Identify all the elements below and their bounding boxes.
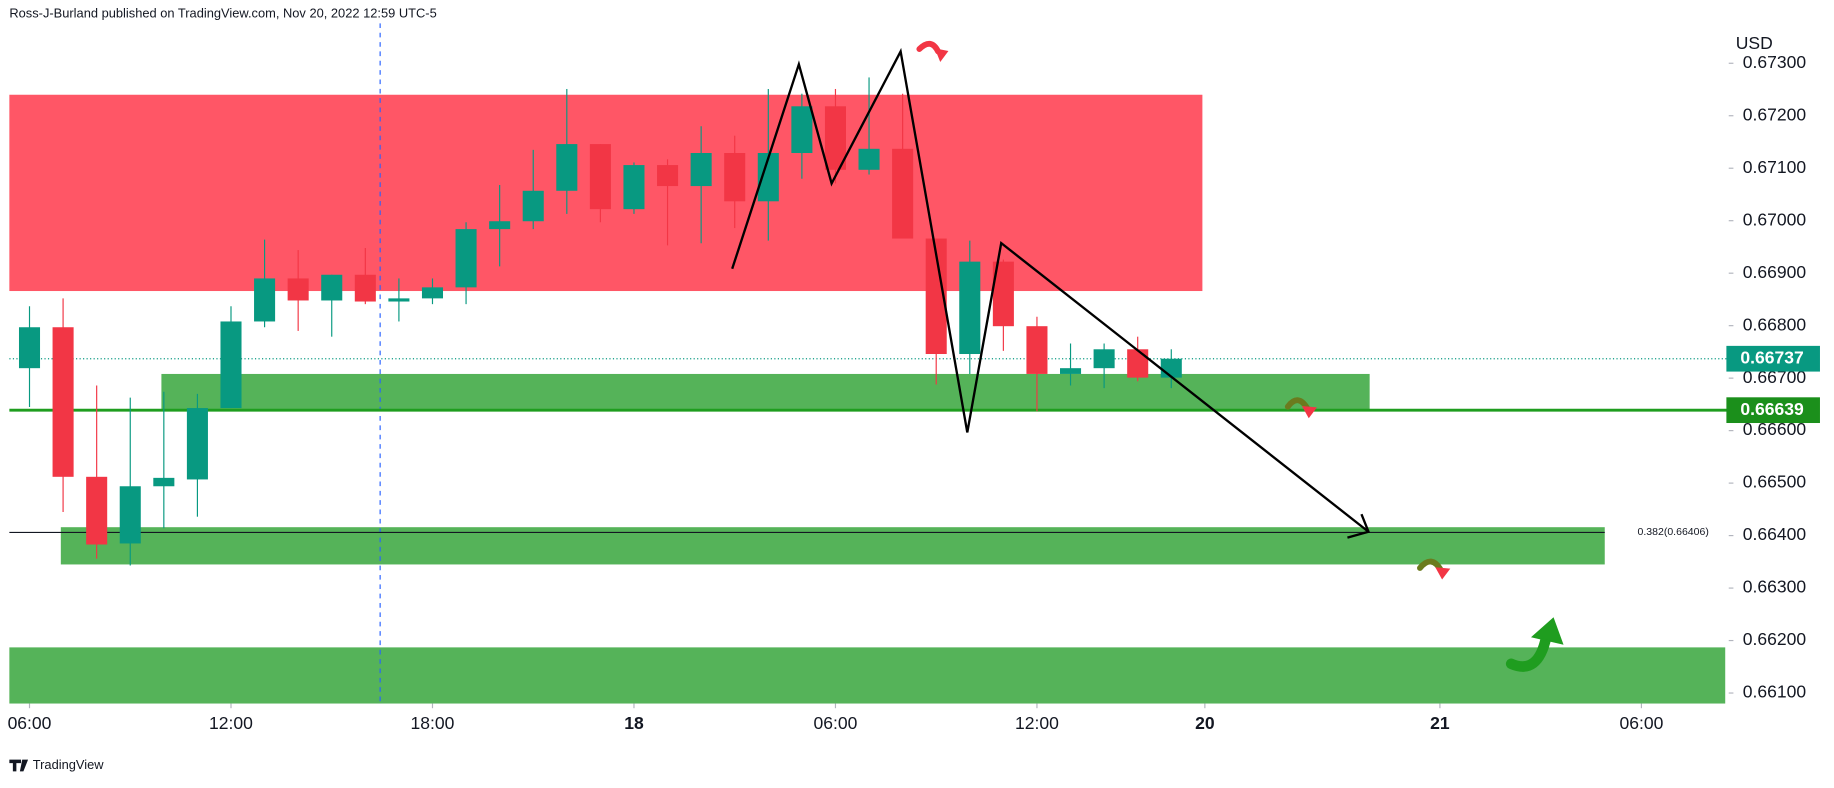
candle-body [824, 106, 846, 170]
arrow-tip [1301, 406, 1317, 419]
candle-body [421, 287, 444, 299]
y-tick-label: 0.66600 [1743, 419, 1807, 439]
price-tag [1726, 397, 1820, 424]
candle-body [791, 106, 813, 154]
y-tick-label: 0.67100 [1743, 157, 1807, 177]
arrow-up [1505, 631, 1552, 672]
candle-body [556, 144, 578, 191]
candle-body [925, 238, 947, 355]
candle-body [52, 327, 74, 477]
arrow-head [1347, 513, 1371, 539]
x-tick-label: 06:00 [814, 713, 858, 733]
axes: 0.66100 0.66200 0.66300 0.66400 0.66500 0.666… [8, 32, 1820, 733]
zone [60, 527, 1605, 565]
candle-body [892, 148, 914, 239]
candle-body [354, 274, 376, 302]
x-tick-label: 12:00 [1015, 713, 1059, 733]
candle-body [657, 165, 679, 187]
x-tick-label: 21 [1430, 713, 1450, 733]
candle-body [522, 190, 544, 222]
candle-body [1093, 349, 1115, 369]
y-tick-label: 0.66100 [1743, 682, 1807, 702]
fib-label: 0.382(0.66406) [1638, 526, 1709, 538]
candle-body [690, 153, 712, 187]
candle-body [724, 153, 746, 202]
arrow-tip [934, 48, 949, 62]
price-tag [1726, 345, 1820, 372]
x-tick-label: 20 [1195, 713, 1215, 733]
price-tag-label: 0.66737 [1740, 347, 1803, 367]
x-tick-label: 18:00 [411, 713, 455, 733]
brand: TradingView [33, 757, 105, 772]
curvy-arrows [916, 40, 1564, 672]
candle-body [287, 278, 309, 301]
candle-body [858, 148, 880, 170]
y-tick-label: 0.66700 [1743, 367, 1807, 387]
candle-body [1026, 326, 1048, 374]
candle-body [589, 144, 611, 210]
drawings [731, 47, 1371, 539]
pattern-line [731, 47, 1370, 533]
zone [9, 647, 1726, 704]
x-tick-label: 18 [624, 713, 644, 733]
candle-body [1160, 358, 1182, 378]
candle-body [86, 476, 108, 545]
x-tick-label: 06:00 [1619, 713, 1663, 733]
candle-body [1127, 349, 1149, 378]
candle-body [254, 278, 276, 322]
price-tag-label: 0.66639 [1740, 399, 1804, 419]
arrow-tip [1435, 567, 1451, 580]
currency: USD [1736, 33, 1773, 53]
x-tick-label: 06:00 [8, 713, 52, 733]
candle-body [18, 327, 41, 369]
header: Ross-J-Burland published on TradingView.… [9, 5, 436, 20]
candle-body [388, 298, 410, 302]
candle-body [455, 229, 477, 288]
zone [161, 373, 1370, 410]
candle-body [220, 321, 242, 409]
brand-logo [9, 759, 29, 772]
y-tick-label: 0.67000 [1743, 209, 1807, 229]
y-tick-label: 0.67300 [1743, 52, 1807, 72]
y-tick-label: 0.66900 [1743, 262, 1807, 282]
candle-body [757, 153, 779, 202]
y-tick-label: 0.66300 [1743, 577, 1807, 597]
y-tick-label: 0.66400 [1743, 524, 1807, 544]
candle-body [1060, 368, 1082, 374]
candle-body [959, 261, 981, 355]
x-tick-label: 12:00 [209, 713, 253, 733]
y-tick-label: 0.66500 [1743, 472, 1807, 492]
candles [18, 77, 1182, 566]
y-tick-label: 0.66200 [1743, 629, 1807, 649]
arrow-tip [1530, 617, 1564, 645]
candle-body [186, 408, 208, 480]
currency-bg [1731, 32, 1774, 57]
candle-body [489, 221, 511, 230]
levels: 0.382(0.66406) [9, 358, 1729, 538]
y-tick-label: 0.66800 [1743, 314, 1807, 334]
candle-body [119, 486, 141, 544]
candle-body [153, 477, 175, 487]
candle-body [992, 261, 1014, 327]
y-tick-label: 0.67200 [1743, 104, 1807, 124]
candle-body [623, 165, 645, 210]
candle-body [321, 274, 343, 301]
